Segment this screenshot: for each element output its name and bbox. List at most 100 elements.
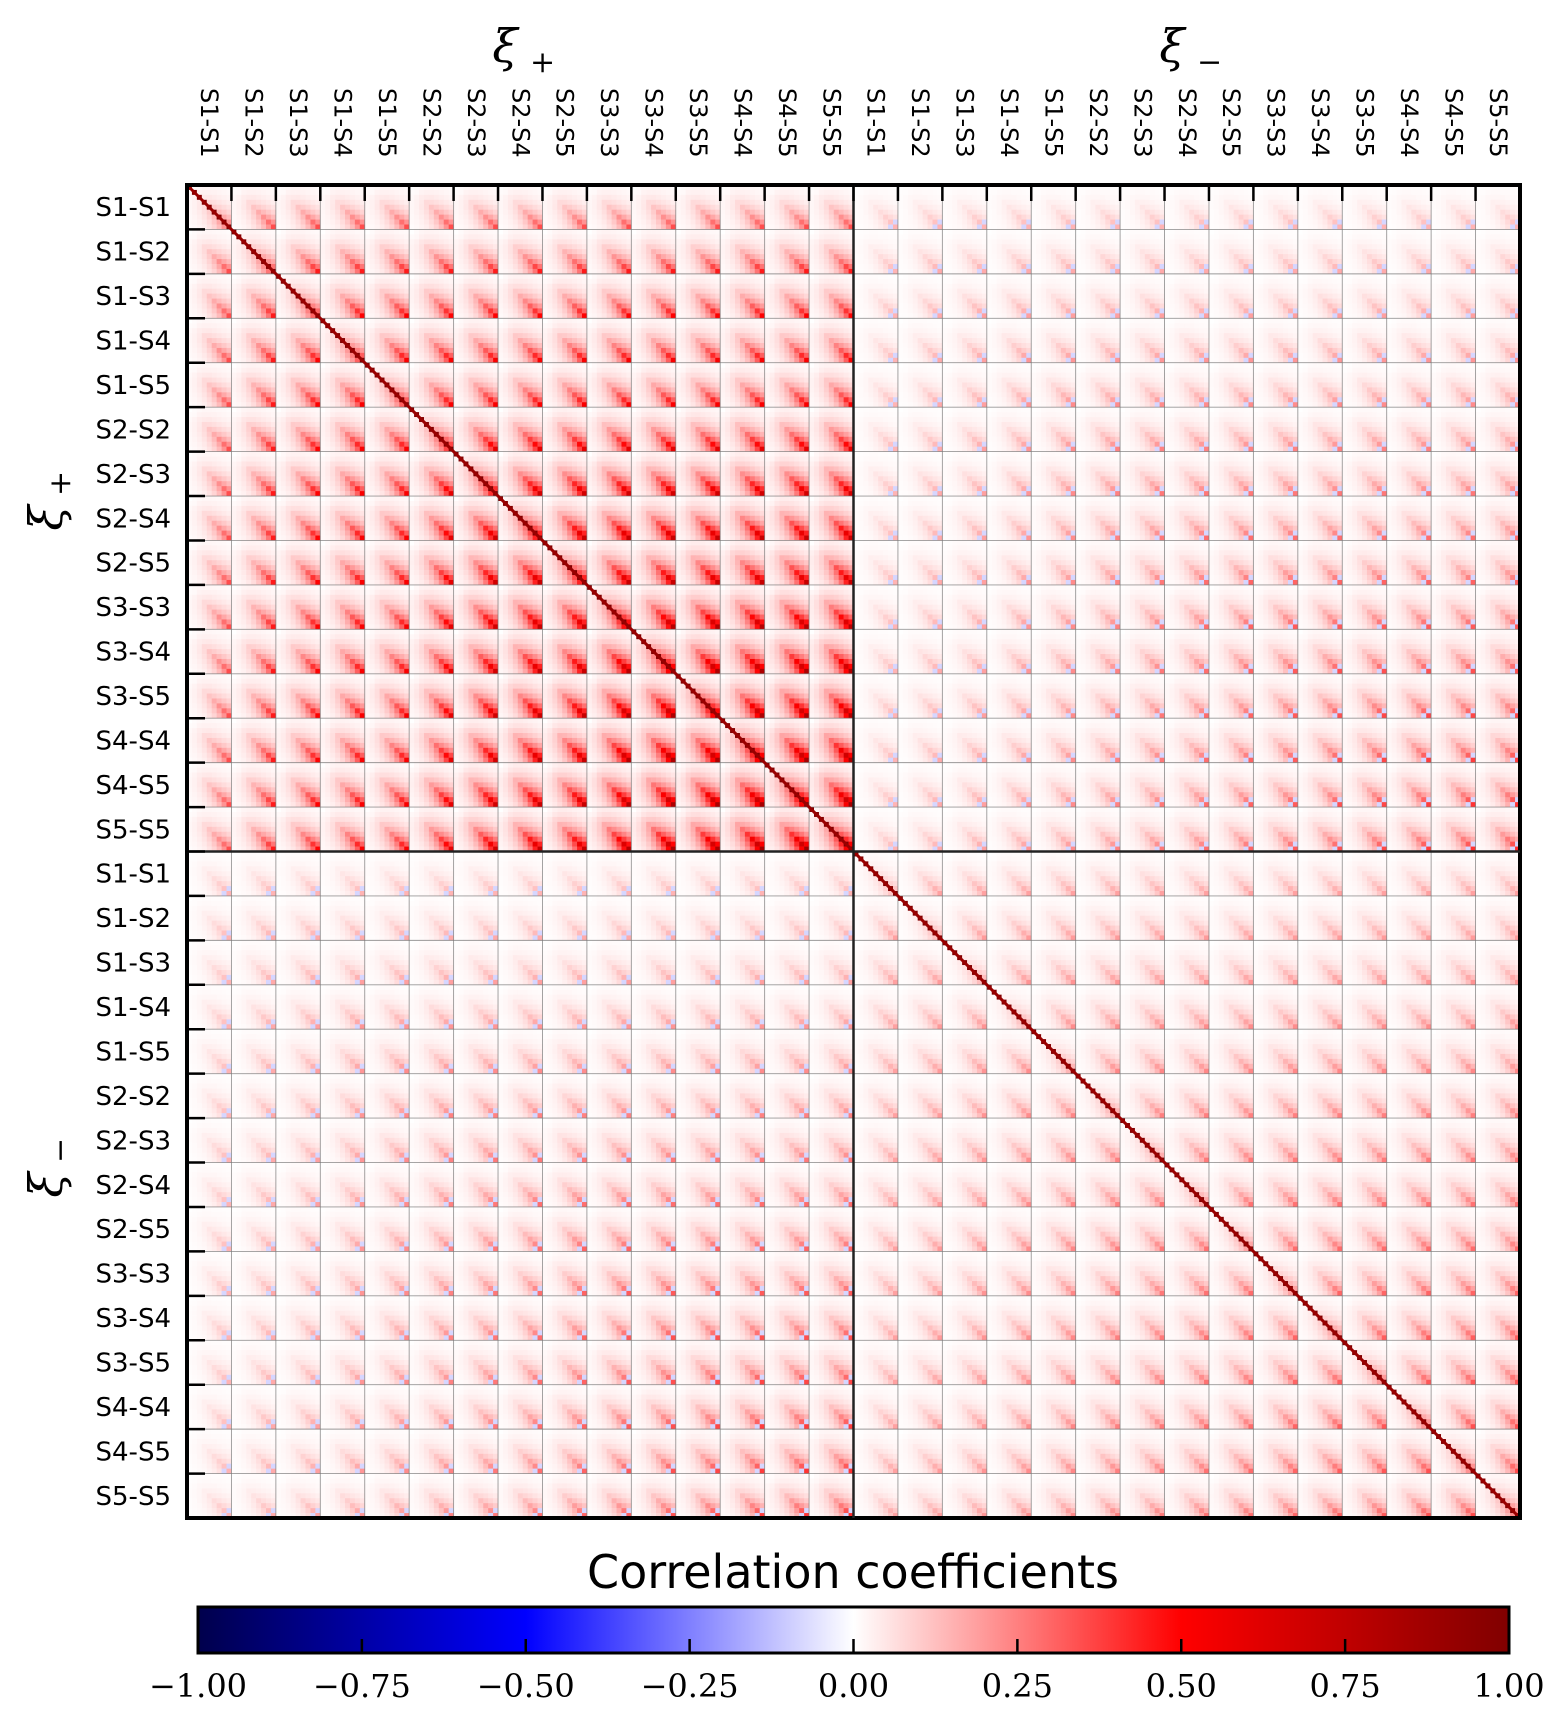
heatmap-cell bbox=[276, 215, 281, 220]
heatmap-cell bbox=[488, 200, 493, 205]
heatmap-cell bbox=[236, 195, 241, 200]
heatmap-cell bbox=[266, 225, 271, 230]
heatmap-cell bbox=[315, 220, 320, 225]
heatmap-cell bbox=[330, 210, 335, 215]
heatmap-cell bbox=[202, 220, 207, 225]
heatmap-cell bbox=[404, 225, 409, 230]
heatmap-cell bbox=[241, 200, 246, 205]
heatmap-cell bbox=[424, 225, 429, 230]
heatmap-cell bbox=[419, 200, 424, 205]
heatmap-cell bbox=[310, 190, 315, 195]
heatmap-cell bbox=[478, 225, 483, 230]
heatmap-cell bbox=[335, 215, 340, 220]
heatmap-cell bbox=[261, 225, 266, 230]
heatmap-cell bbox=[365, 205, 370, 210]
heatmap-cell bbox=[227, 210, 232, 215]
heatmap-cell bbox=[261, 210, 266, 215]
heatmap-cell bbox=[444, 205, 449, 210]
heatmap-cell bbox=[394, 210, 399, 215]
heatmap-cell bbox=[276, 205, 281, 210]
heatmap-cell bbox=[360, 205, 365, 210]
heatmap-cell bbox=[251, 190, 256, 195]
heatmap-cell bbox=[325, 190, 330, 195]
heatmap-cell bbox=[528, 195, 533, 200]
heatmap-cell bbox=[380, 225, 385, 230]
heatmap-cell bbox=[439, 200, 444, 205]
heatmap-cell bbox=[360, 220, 365, 225]
heatmap-cell bbox=[320, 220, 325, 225]
heatmap-cell bbox=[389, 210, 394, 215]
heatmap-cell bbox=[439, 210, 444, 215]
heatmap-cell bbox=[340, 215, 345, 220]
heatmap-cell bbox=[449, 225, 454, 230]
heatmap-cell bbox=[217, 190, 222, 195]
heatmap-cell bbox=[310, 210, 315, 215]
heatmap-cell bbox=[335, 205, 340, 210]
heatmap-cell bbox=[222, 200, 227, 205]
heatmap-cell bbox=[414, 210, 419, 215]
heatmap-cell bbox=[340, 190, 345, 195]
heatmap-cell bbox=[350, 190, 355, 195]
heatmap-cell bbox=[404, 215, 409, 220]
heatmap-cell bbox=[330, 190, 335, 195]
heatmap-cell bbox=[192, 215, 197, 220]
heatmap-cell bbox=[271, 205, 276, 210]
heatmap-cell bbox=[286, 220, 291, 225]
heatmap-cell bbox=[370, 195, 375, 200]
heatmap-cell bbox=[399, 225, 404, 230]
heatmap-cell bbox=[483, 210, 488, 215]
heatmap-cell bbox=[217, 205, 222, 210]
heatmap-cell bbox=[192, 200, 197, 205]
heatmap-cell bbox=[291, 200, 296, 205]
heatmap-cell bbox=[325, 210, 330, 215]
heatmap-cell bbox=[266, 220, 271, 225]
heatmap-cell bbox=[370, 220, 375, 225]
heatmap-cell bbox=[301, 215, 306, 220]
heatmap-cell bbox=[202, 190, 207, 195]
heatmap-cell bbox=[251, 220, 256, 225]
heatmap-cell bbox=[246, 200, 251, 205]
heatmap-cell bbox=[271, 210, 276, 215]
heatmap-cell bbox=[266, 195, 271, 200]
heatmap-cell bbox=[335, 210, 340, 215]
heatmap-cell bbox=[523, 190, 528, 195]
heatmap-cell bbox=[518, 200, 523, 205]
heatmap-cell bbox=[429, 195, 434, 200]
heatmap-cell bbox=[463, 225, 468, 230]
heatmap-cell bbox=[266, 210, 271, 215]
heatmap-cell bbox=[325, 215, 330, 220]
heatmap-cell bbox=[241, 195, 246, 200]
heatmap-cell bbox=[261, 220, 266, 225]
heatmap-cell bbox=[345, 210, 350, 215]
heatmap-cell bbox=[335, 200, 340, 205]
heatmap-cell bbox=[310, 225, 315, 230]
heatmap-cell bbox=[360, 225, 365, 230]
heatmap-cell bbox=[380, 190, 385, 195]
heatmap-cell bbox=[360, 215, 365, 220]
heatmap-cell bbox=[335, 220, 340, 225]
heatmap-cell bbox=[276, 210, 281, 215]
heatmap-cell bbox=[202, 210, 207, 215]
heatmap-cell bbox=[365, 215, 370, 220]
heatmap-cell bbox=[488, 210, 493, 215]
heatmap-cell bbox=[498, 205, 503, 210]
heatmap-cell bbox=[518, 205, 523, 210]
heatmap-cell bbox=[473, 225, 478, 230]
heatmap-cell bbox=[498, 215, 503, 220]
heatmap-cell bbox=[439, 215, 444, 220]
heatmap-cell bbox=[340, 220, 345, 225]
heatmap-cell bbox=[454, 205, 459, 210]
heatmap-cell bbox=[236, 190, 241, 195]
heatmap-cell bbox=[355, 190, 360, 195]
heatmap-cell bbox=[424, 195, 429, 200]
heatmap-cell bbox=[434, 200, 439, 205]
heatmap-cell bbox=[380, 205, 385, 210]
heatmap-cell bbox=[429, 210, 434, 215]
heatmap-cell bbox=[380, 220, 385, 225]
heatmap-cell bbox=[355, 195, 360, 200]
heatmap-cell bbox=[212, 190, 217, 195]
heatmap-cell bbox=[305, 220, 310, 225]
heatmap-cell bbox=[325, 220, 330, 225]
heatmap-cell bbox=[449, 205, 454, 210]
heatmap-cell bbox=[503, 190, 508, 195]
